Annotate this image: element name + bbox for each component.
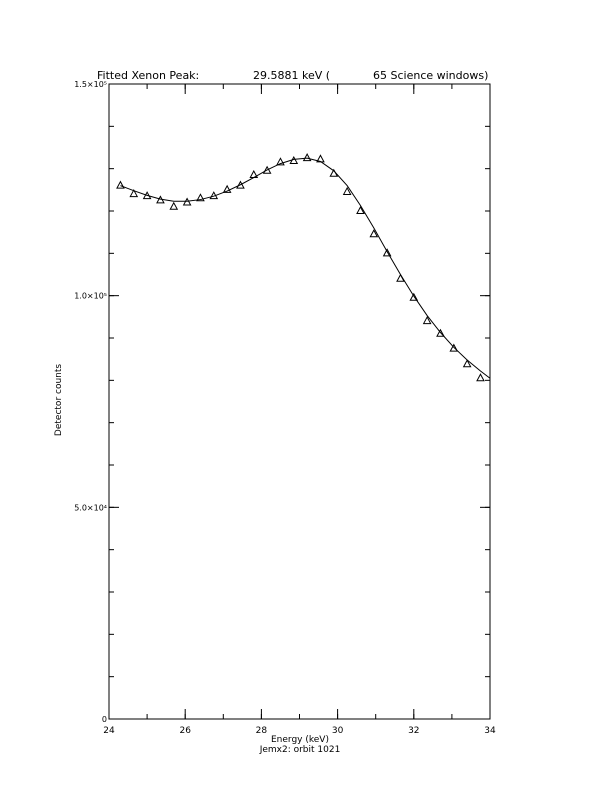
data-point-triangle xyxy=(196,193,205,202)
data-point-triangle xyxy=(342,186,352,195)
x-tick-label: 34 xyxy=(484,726,496,736)
fit-line xyxy=(120,157,491,379)
x-tick-label: 32 xyxy=(408,726,419,736)
data-point-triangle xyxy=(462,359,472,368)
data-point-triangle xyxy=(129,189,139,198)
data-point-triangle xyxy=(449,343,459,352)
series-layer xyxy=(116,153,491,382)
data-point-triangle xyxy=(276,157,285,166)
data-point-triangle xyxy=(222,184,232,193)
chart-title-value: 29.5881 keV ( xyxy=(253,69,330,82)
tick-labels: 24 26 28 30 32 34 0 5.0×10⁴ 1.0×10⁵ 1.5×10⁵ xyxy=(74,80,496,736)
data-point-triangle xyxy=(409,292,419,301)
y-tick-label: 5.0×10⁴ xyxy=(74,503,107,512)
data-point-triangle xyxy=(236,180,245,189)
plot-frame xyxy=(108,83,491,720)
y-tick-label: 1.0×10⁵ xyxy=(74,292,107,301)
data-point-triangle xyxy=(262,165,272,174)
data-point-triangle xyxy=(476,373,485,382)
data-point-triangle xyxy=(422,316,432,325)
data-point-triangle xyxy=(356,205,365,214)
data-point-triangle xyxy=(169,201,179,210)
y-tick-label: 0 xyxy=(102,715,107,724)
data-point-triangle xyxy=(382,248,392,257)
x-axis-sublabel: Jemx2: orbit 1021 xyxy=(259,745,341,755)
x-tick-label: 30 xyxy=(332,726,344,736)
data-point-triangle xyxy=(182,197,192,206)
data-point-triangle xyxy=(116,180,125,189)
major-ticks xyxy=(108,83,491,720)
y-axis-label: Detector counts xyxy=(54,364,64,436)
data-point-triangle xyxy=(369,229,379,238)
minor-ticks xyxy=(108,83,491,720)
chart-title: Fitted Xenon Peak: xyxy=(97,69,199,82)
x-tick-label: 26 xyxy=(179,726,191,736)
data-point-triangle xyxy=(302,153,312,162)
x-axis-label: Energy (keV) xyxy=(271,735,329,745)
y-tick-label: 1.5×10⁵ xyxy=(74,80,107,89)
x-tick-label: 24 xyxy=(103,726,115,736)
x-tick-label: 28 xyxy=(256,726,268,736)
data-point-triangle xyxy=(436,328,445,337)
chart-title-windows: 65 Science windows) xyxy=(373,69,488,82)
